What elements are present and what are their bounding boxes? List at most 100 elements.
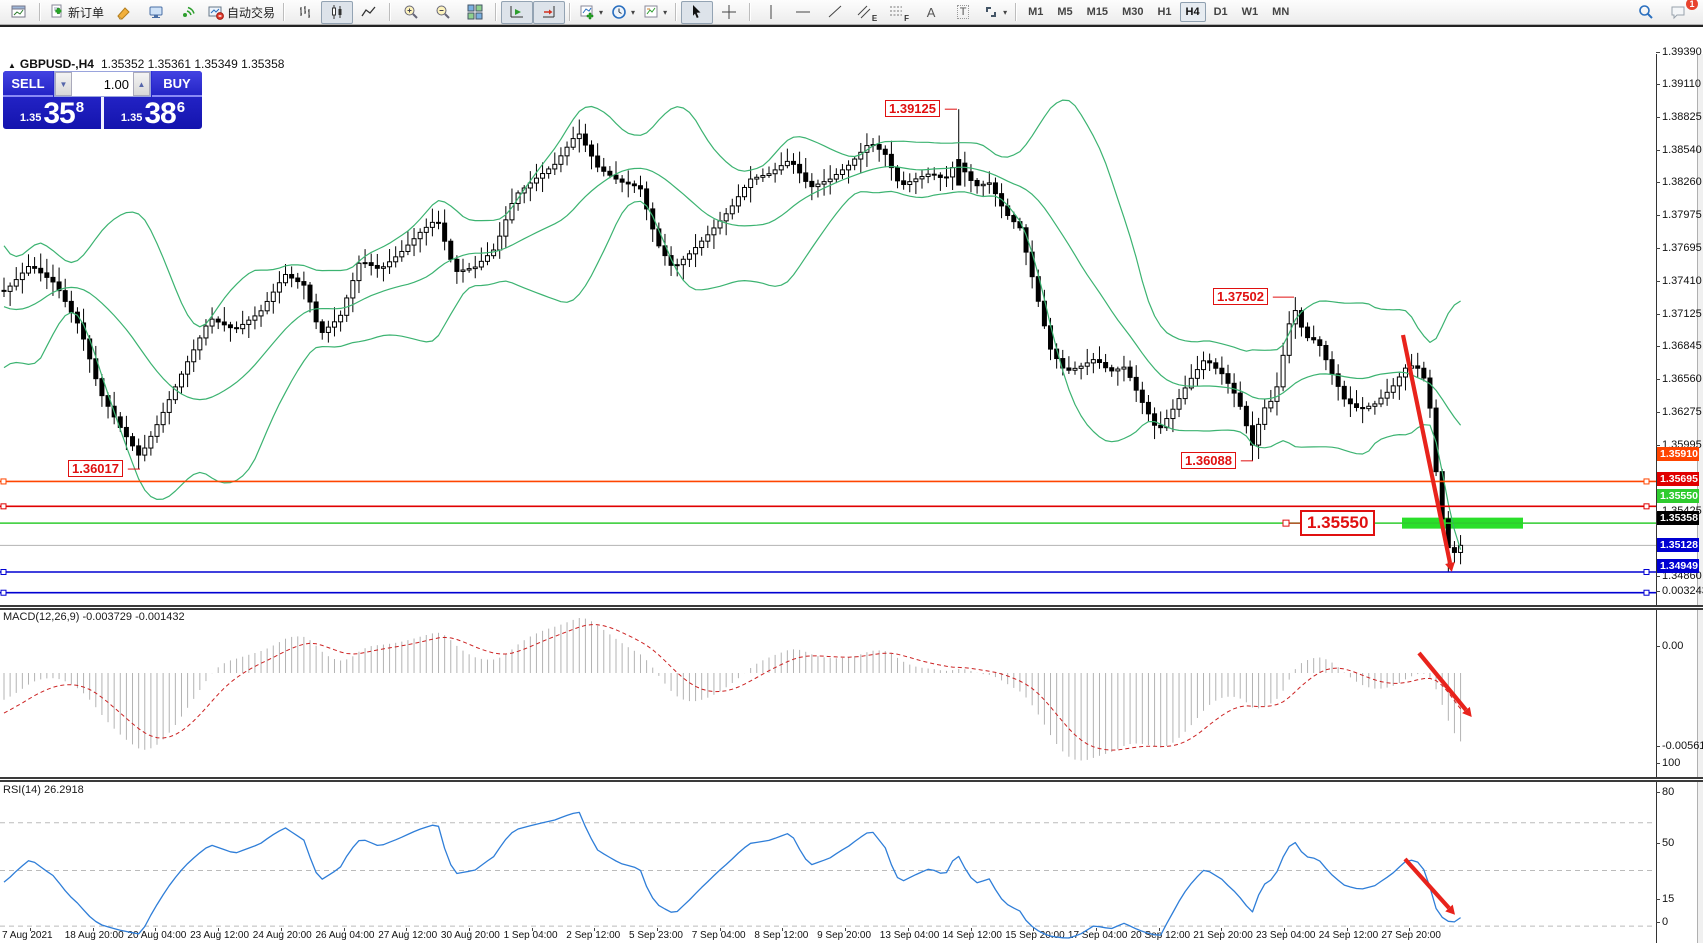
- line-endpoint-marker[interactable]: [0, 478, 7, 485]
- timeframe-button-w1[interactable]: W1: [1241, 6, 1259, 18]
- time-tick-mark: [531, 928, 533, 931]
- panel-splitter[interactable]: [0, 605, 1703, 610]
- sell-price-prefix: 1.35: [19, 112, 42, 124]
- vertical-line-tool[interactable]: [755, 1, 787, 24]
- label-anchor-marker[interactable]: [1282, 519, 1290, 527]
- rsi-axis-label: 100: [1662, 757, 1681, 769]
- autotrading-button[interactable]: 自动交易: [204, 1, 279, 24]
- zoom-in-button[interactable]: [395, 1, 427, 24]
- text-tool[interactable]: A: [915, 1, 947, 24]
- rsi-panel-canvas[interactable]: [0, 783, 1657, 943]
- equidistant-channel-tool[interactable]: E: [851, 1, 883, 24]
- time-tick-mark: [280, 928, 282, 931]
- red-arrow-head: [1445, 561, 1455, 572]
- price-label-1.39125[interactable]: 1.39125: [885, 100, 940, 117]
- main-toolbar: 新订单 自动交易: [0, 0, 1703, 25]
- fibonacci-tool[interactable]: F: [883, 1, 915, 24]
- line-endpoint-marker[interactable]: [1643, 478, 1650, 485]
- price-label-1.36088[interactable]: 1.36088: [1181, 452, 1236, 469]
- price-tick-mark: [1656, 83, 1660, 85]
- crosshair-button[interactable]: [713, 1, 745, 24]
- sell-button[interactable]: SELL: [3, 71, 53, 97]
- auto-scroll-button[interactable]: [501, 0, 534, 24]
- search-button[interactable]: [1630, 1, 1662, 24]
- tile-windows-icon: [467, 4, 483, 20]
- indicators-button[interactable]: ▾: [575, 1, 607, 24]
- trendline-tool[interactable]: [819, 1, 851, 24]
- signals-button[interactable]: [172, 1, 204, 24]
- price-label-1.36017[interactable]: 1.36017: [68, 460, 123, 477]
- zoom-in-icon: [404, 5, 418, 19]
- timeframe-button-mn[interactable]: MN: [1272, 6, 1290, 18]
- rsi-axis-label: 0: [1662, 916, 1669, 928]
- price-tick-label: 1.36560: [1662, 373, 1702, 386]
- line-endpoint-marker[interactable]: [0, 503, 7, 510]
- candlestick-chart-button[interactable]: [321, 0, 354, 24]
- volume-increase-button[interactable]: ▲: [133, 72, 150, 96]
- time-axis-label: 24 Aug 20:00: [252, 930, 312, 941]
- line-chart-button[interactable]: [353, 1, 385, 24]
- autotrading-icon: [208, 6, 224, 20]
- dropdown-caret-icon: ▾: [663, 7, 668, 17]
- timeframe-button-m5[interactable]: M5: [1057, 6, 1073, 18]
- time-axis-label: 21 Sep 20:00: [1193, 930, 1253, 941]
- time-axis-label: 20 Aug 04:00: [127, 930, 187, 941]
- new-order-button[interactable]: 新订单: [45, 1, 108, 24]
- buy-price[interactable]: 1.35 38 6: [104, 97, 202, 129]
- line-endpoint-marker[interactable]: [1643, 503, 1650, 510]
- macd-panel-canvas[interactable]: [0, 611, 1657, 775]
- time-axis-label: 23 Sep 04:00: [1256, 930, 1316, 941]
- timeframe-button-h4[interactable]: H4: [1179, 2, 1206, 22]
- volume-input[interactable]: [72, 72, 133, 96]
- line-endpoint-marker[interactable]: [0, 589, 7, 596]
- panel-splitter[interactable]: [0, 777, 1703, 782]
- main-chart-canvas[interactable]: [0, 53, 1657, 605]
- zoom-out-button[interactable]: [427, 1, 459, 24]
- price-label-1.35550[interactable]: 1.35550: [1300, 510, 1376, 536]
- price-label-1.37502[interactable]: 1.37502: [1213, 288, 1268, 305]
- line-endpoint-marker[interactable]: [1643, 589, 1650, 596]
- volume-decrease-button[interactable]: ▼: [55, 72, 72, 96]
- price-tick-mark: [1656, 182, 1660, 184]
- time-axis-label: 15 Sep 20:00: [1005, 930, 1065, 941]
- red-arrow-head: [1462, 706, 1472, 717]
- timeframe-button-m30[interactable]: M30: [1122, 6, 1144, 18]
- rsi-line: [3, 811, 1461, 939]
- time-tick-mark: [1284, 928, 1285, 931]
- arrows-tool[interactable]: ▾: [979, 1, 1011, 24]
- bar-chart-button[interactable]: [289, 1, 321, 24]
- line-endpoint-marker[interactable]: [1643, 568, 1650, 575]
- buy-button[interactable]: BUY: [152, 71, 202, 97]
- tile-windows-button[interactable]: [459, 1, 491, 24]
- text-label-tool[interactable]: T: [947, 1, 979, 24]
- line-endpoint-marker[interactable]: [0, 568, 7, 575]
- chart-window[interactable]: ▲ GBPUSD-,H4 1.35352 1.35361 1.35349 1.353…: [0, 25, 1703, 943]
- new-chart-button[interactable]: [3, 1, 35, 24]
- timeframe-button-m1[interactable]: M1: [1028, 6, 1044, 18]
- red-trend-arrow[interactable]: [1403, 857, 1451, 910]
- price-tick-label: 1.34860: [1662, 570, 1702, 583]
- price-tick-label: 1.39390: [1662, 45, 1702, 58]
- red-trend-arrow[interactable]: [1417, 651, 1468, 712]
- sell-price[interactable]: 1.35 35 8: [3, 97, 101, 129]
- toolbar-separator: [675, 3, 678, 21]
- cursor-button[interactable]: [681, 0, 714, 24]
- timeframe-button-d1[interactable]: D1: [1213, 6, 1228, 18]
- horizontal-line-tool[interactable]: [787, 1, 819, 24]
- timeframe-button-h1[interactable]: H1: [1157, 6, 1172, 18]
- styler-button[interactable]: [108, 1, 140, 24]
- collapse-triangle-icon[interactable]: ▲: [8, 61, 16, 70]
- price-tick-label: 1.37975: [1662, 209, 1702, 222]
- vertical-line-icon: [770, 5, 772, 19]
- red-trend-arrow[interactable]: [1400, 334, 1453, 564]
- price-tag-1.35695: 1.35695: [1657, 472, 1699, 487]
- price-tag-1.35550: 1.35550: [1657, 489, 1699, 504]
- templates-button[interactable]: ▾: [639, 1, 671, 24]
- notifications-button[interactable]: 1: [1662, 0, 1698, 24]
- chart-shift-button[interactable]: [533, 0, 566, 24]
- timeframe-button-m15[interactable]: M15: [1086, 6, 1109, 18]
- price-tag-1.35910: 1.35910: [1657, 447, 1699, 462]
- time-axis-label: 24 Sep 12:00: [1318, 930, 1379, 941]
- period-button[interactable]: ▾: [607, 1, 639, 24]
- expert-advisors-button[interactable]: [140, 1, 172, 24]
